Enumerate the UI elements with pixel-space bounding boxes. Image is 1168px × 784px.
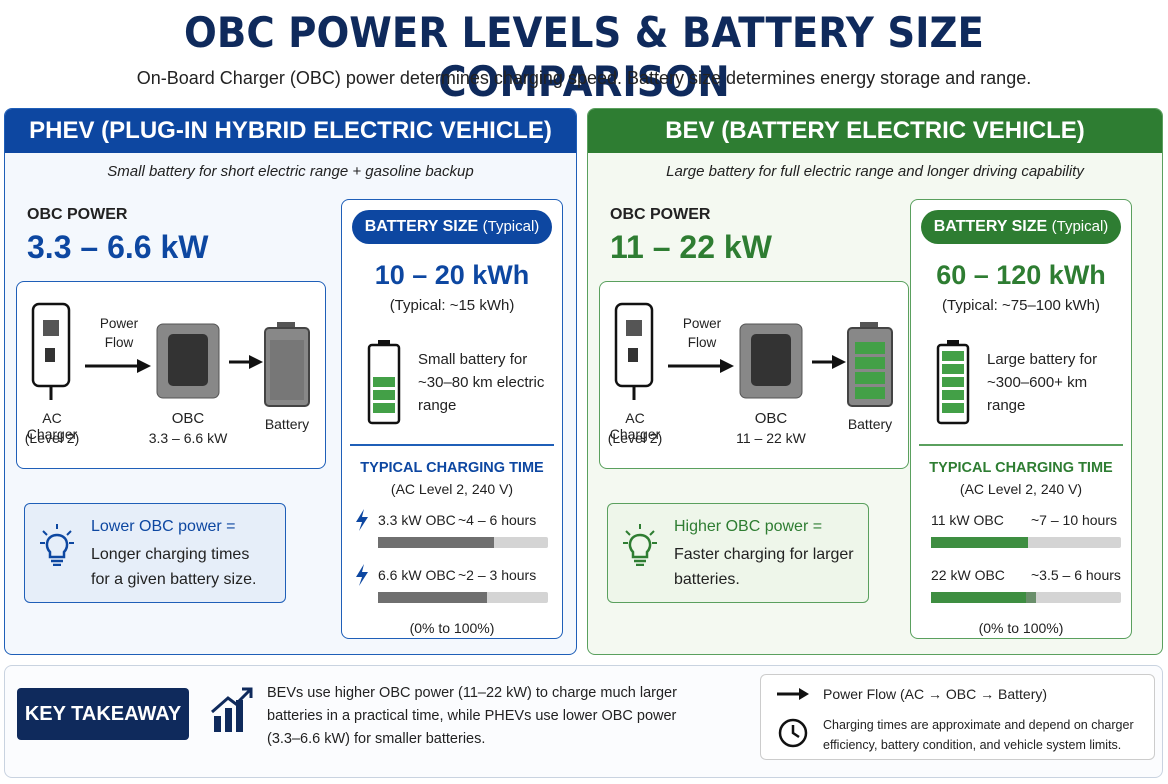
tip-head: Higher OBC power = xyxy=(674,518,823,535)
charging-sub: (AC Level 2, 240 V) xyxy=(959,481,1083,497)
charge-bar xyxy=(378,537,548,548)
flow-icons xyxy=(614,302,893,407)
charge-bar-fill xyxy=(378,537,494,548)
obc-power: 3.3 – 6.6 kW xyxy=(27,229,209,265)
charge-range: (0% to 100%) xyxy=(409,620,495,636)
legend-box: Power Flow (AC → OBC → Battery) Charging… xyxy=(760,674,1155,760)
charger-label: AC Charger xyxy=(26,410,78,442)
charger-sub: (Level 2) xyxy=(607,430,663,446)
tip-body: Faster charging for larger batteries. xyxy=(674,546,854,588)
bolt-icon xyxy=(354,508,370,532)
diagram-icons xyxy=(600,282,910,412)
bolt-icon xyxy=(354,563,370,587)
charge-bar-extra xyxy=(1026,592,1036,603)
capacity: 60 – 120 kWh xyxy=(936,260,1106,290)
legend-text: Power Flow (AC → OBC → Battery) xyxy=(823,686,1048,702)
battery-size-note: (Typical) xyxy=(482,218,540,235)
charging-title: TYPICAL CHARGING TIME xyxy=(929,460,1113,476)
takeaway-label: KEY TAKEAWAY xyxy=(17,688,189,740)
battery-size-label: BATTERY SIZE xyxy=(933,218,1052,235)
subtitle: On-Board Charger (OBC) power determines … xyxy=(136,68,1032,88)
clock-icon xyxy=(778,718,808,748)
separator xyxy=(919,444,1123,446)
charger-label: AC Charger xyxy=(609,410,661,442)
tip-box: Higher OBC power = Faster charging for la… xyxy=(607,503,869,603)
battery-label: Battery xyxy=(264,416,310,432)
tip-body: Longer charging times for a given batter… xyxy=(91,546,257,588)
charge-bar-fill xyxy=(931,537,1028,548)
flow-diagram: Power Flow AC Charger (Level 2) OBC 3.3 – 6.… xyxy=(16,281,326,469)
charger-sub: (Level 2) xyxy=(24,430,80,446)
row-time: ~7 – 10 hours xyxy=(1031,512,1118,528)
capacity: 10 – 20 kWh xyxy=(374,260,530,290)
obc-label: OBC POWER xyxy=(610,206,711,223)
charge-bar-fill xyxy=(378,592,487,603)
capacity-typical: (Typical: ~15 kWh) xyxy=(389,297,515,314)
battery-size-pill: BATTERY SIZE (Typical) xyxy=(352,210,552,244)
row-label: 11 kW OBC xyxy=(931,512,1004,528)
range-note: Small battery for ~30–80 km electric ran… xyxy=(418,351,545,414)
takeaway-text: BEVs use higher OBC power (11–22 kW) to … xyxy=(267,685,677,747)
row-label: 6.6 kW OBC xyxy=(378,567,456,583)
battery-label: Battery xyxy=(847,416,893,432)
tip-head: Lower OBC power = xyxy=(91,518,236,535)
tip-box: Lower OBC power = Longer charging times f… xyxy=(24,503,286,603)
range-note: Large battery for ~300–600+ km range xyxy=(987,351,1098,414)
bulb-icon xyxy=(39,522,75,567)
row-label: 22 kW OBC xyxy=(931,567,1005,583)
legend-text: Charging times are approximate and depen… xyxy=(823,718,1134,752)
obc-power: 11 – 22 kW xyxy=(610,229,772,265)
battery-box: BATTERY SIZE (Typical) 10 – 20 kWh (Typica… xyxy=(341,199,563,639)
charging-sub: (AC Level 2, 240 V) xyxy=(390,481,514,497)
obc-name: OBC xyxy=(171,410,205,427)
obc-label: OBC POWER xyxy=(27,206,128,223)
flow-icons xyxy=(31,302,310,407)
diagram-icons xyxy=(17,282,327,412)
battery-icon xyxy=(366,338,406,428)
obc-sub: 11 – 22 kW xyxy=(736,430,806,446)
battery-icon xyxy=(935,338,975,428)
charge-bar xyxy=(378,592,548,603)
tagline: Small battery for short electric range +… xyxy=(107,163,474,180)
bev-panel: BEV (BATTERY ELECTRIC VEHICLE) Large batt… xyxy=(587,108,1163,655)
battery-box: BATTERY SIZE (Typical) 60 – 120 kWh (Typic… xyxy=(910,199,1132,639)
battery-size-pill: BATTERY SIZE (Typical) xyxy=(921,210,1121,244)
flow-label: Power Flow xyxy=(99,316,139,350)
phev-panel: PHEV (PLUG-IN HYBRID ELECTRIC VEHICLE) Sm… xyxy=(4,108,577,655)
title: OBC POWER LEVELS & BATTERY SIZE COMPARIS… xyxy=(184,8,984,106)
row-time: ~2 – 3 hours xyxy=(458,567,537,583)
growth-icon xyxy=(211,687,253,732)
flow-diagram: Power Flow AC Charger (Level 2) OBC 11 – 22 … xyxy=(599,281,909,469)
row-time: ~4 – 6 hours xyxy=(458,512,537,528)
row-time: ~3.5 – 6 hours xyxy=(1031,567,1121,583)
charge-bar-fill xyxy=(931,592,1026,603)
charging-title: TYPICAL CHARGING TIME xyxy=(360,460,544,476)
panel-header: BEV (BATTERY ELECTRIC VEHICLE) xyxy=(588,109,1162,153)
row-label: 3.3 kW OBC xyxy=(378,512,456,528)
battery-size-label: BATTERY SIZE xyxy=(364,218,483,235)
capacity-typical: (Typical: ~75–100 kWh) xyxy=(942,297,1100,314)
flow-label: Power Flow xyxy=(682,316,722,350)
panel-header: PHEV (PLUG-IN HYBRID ELECTRIC VEHICLE) xyxy=(5,109,576,153)
battery-size-note: (Typical) xyxy=(1051,218,1109,235)
separator xyxy=(350,444,554,446)
arrow-icon xyxy=(777,688,809,700)
charge-range: (0% to 100%) xyxy=(978,620,1064,636)
charge-bar xyxy=(931,537,1121,548)
obc-name: OBC xyxy=(754,410,788,427)
tagline: Large battery for full electric range an… xyxy=(666,163,1084,180)
obc-sub: 3.3 – 6.6 kW xyxy=(148,430,228,446)
charge-bar xyxy=(931,592,1121,603)
takeaway-box: KEY TAKEAWAY BEVs use higher OBC power (… xyxy=(4,665,1163,778)
bulb-icon xyxy=(622,522,658,567)
